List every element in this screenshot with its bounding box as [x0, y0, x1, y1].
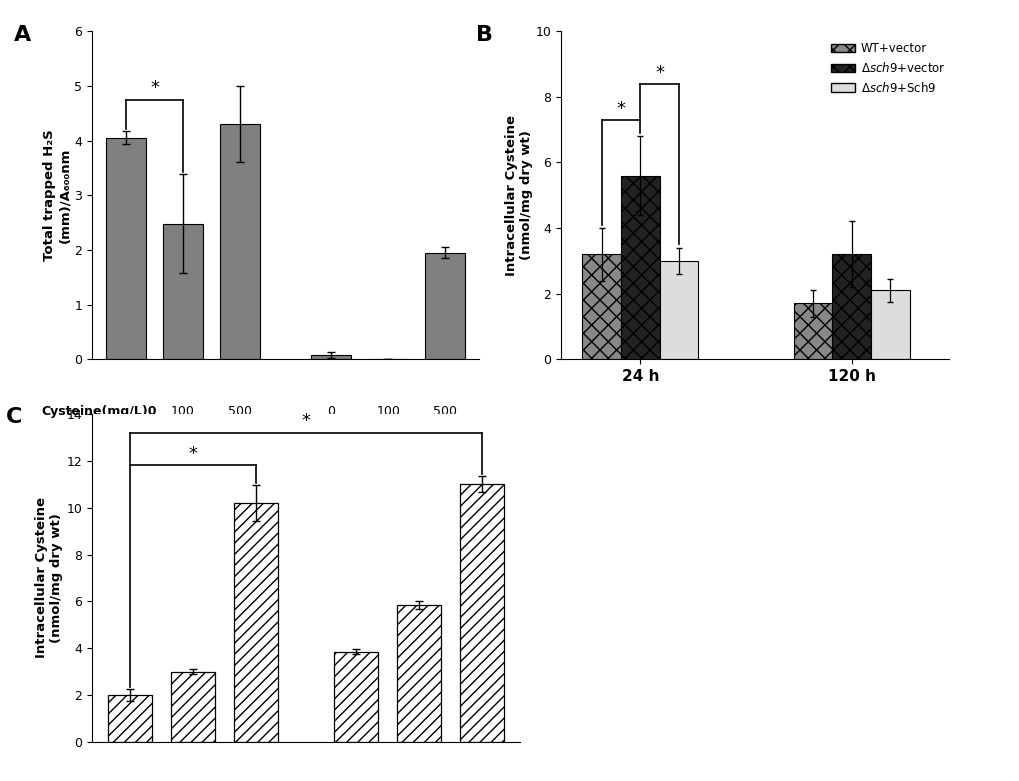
- Text: B: B: [475, 25, 492, 45]
- Text: C: C: [6, 408, 22, 427]
- Text: *: *: [654, 64, 663, 82]
- Y-axis label: Intracellular Cysteine
(nmol/mg dry wt): Intracellular Cysteine (nmol/mg dry wt): [36, 497, 63, 658]
- Text: WT: WT: [180, 448, 205, 462]
- Legend: WT+vector, $\Delta$$\it{sch9}$+vector, $\Delta$$\it{sch9}$+Sch9: WT+vector, $\Delta$$\it{sch9}$+vector, $…: [826, 37, 950, 99]
- Bar: [621, 176, 659, 359]
- Text: 100: 100: [171, 405, 195, 418]
- Bar: [832, 255, 870, 359]
- Text: *: *: [187, 445, 197, 463]
- Text: 500: 500: [433, 405, 457, 418]
- Bar: [425, 253, 465, 359]
- Text: Cysteine(mg/L)0: Cysteine(mg/L)0: [42, 405, 157, 418]
- Bar: [107, 695, 152, 742]
- Bar: [106, 137, 146, 359]
- Bar: [793, 304, 832, 359]
- Bar: [163, 223, 203, 359]
- Bar: [659, 261, 698, 359]
- Bar: [334, 651, 378, 742]
- Bar: [397, 605, 441, 742]
- Bar: [582, 255, 621, 359]
- Y-axis label: Total trapped H₂S
(mm)/A₆₀₀nm: Total trapped H₂S (mm)/A₆₀₀nm: [43, 130, 71, 261]
- Bar: [870, 291, 909, 359]
- Bar: [220, 124, 260, 359]
- Text: *: *: [150, 79, 159, 97]
- Text: 0: 0: [327, 405, 335, 418]
- Text: *: *: [302, 412, 310, 430]
- Text: $\Delta$$\it{sch9}$: $\Delta$$\it{sch9}$: [367, 448, 410, 463]
- Bar: [311, 355, 351, 359]
- Bar: [460, 484, 504, 742]
- Text: 500: 500: [228, 405, 252, 418]
- Bar: [170, 672, 214, 742]
- Text: A: A: [14, 25, 32, 45]
- Bar: [233, 503, 277, 742]
- Y-axis label: Intracellular Cysteine
(nmol/mg dry wt): Intracellular Cysteine (nmol/mg dry wt): [504, 115, 532, 276]
- Text: 100: 100: [376, 405, 399, 418]
- Text: *: *: [615, 100, 625, 118]
